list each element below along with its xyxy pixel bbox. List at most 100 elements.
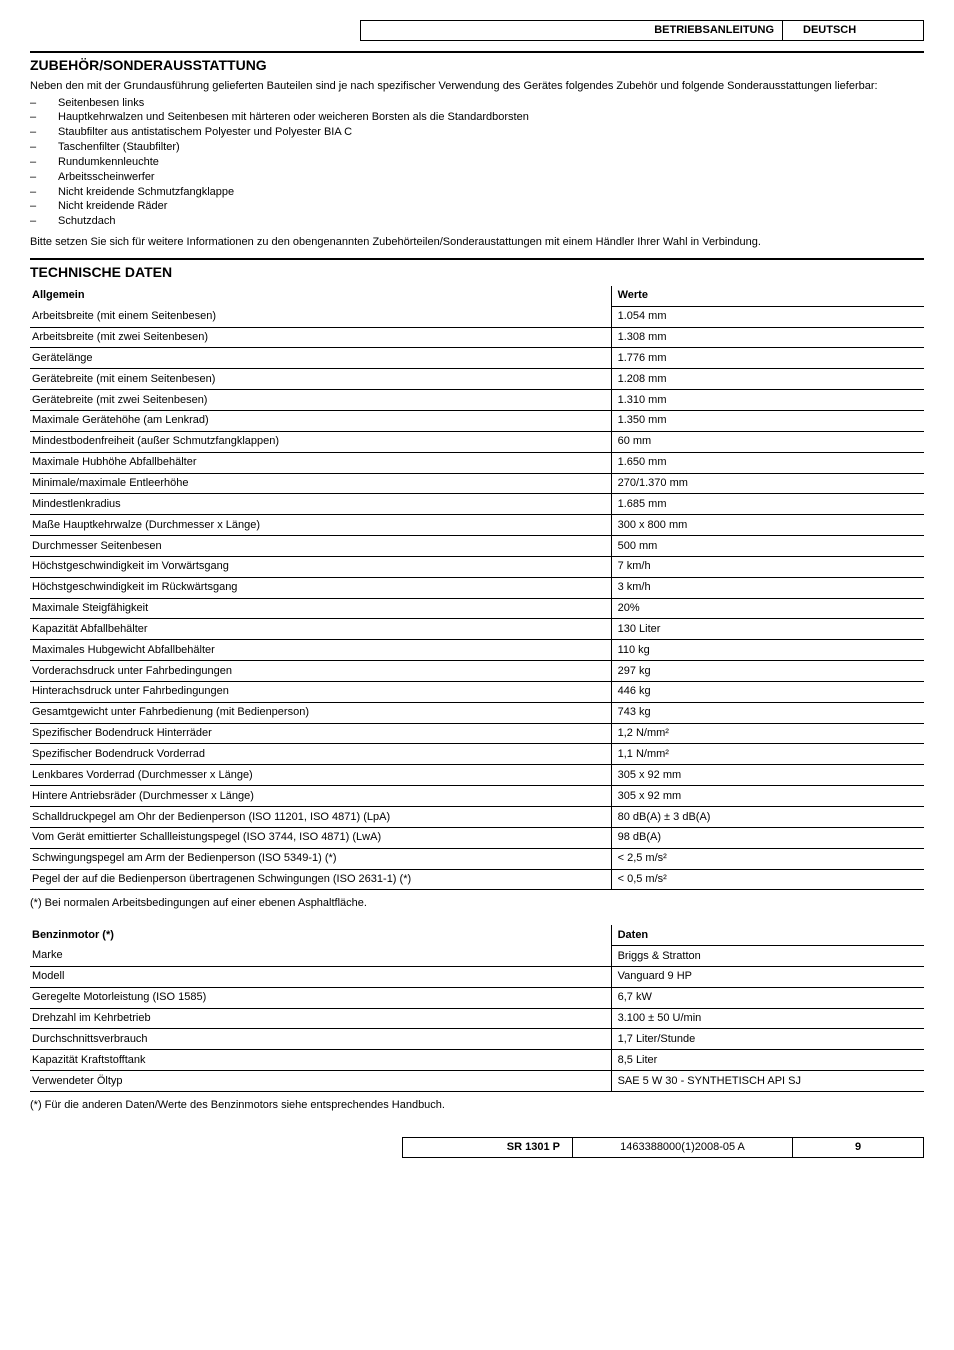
table-row: Maximales Hubgewicht Abfallbehälter110 k… bbox=[30, 640, 924, 661]
spec-label: Geregelte Motorleistung (ISO 1585) bbox=[30, 987, 611, 1008]
spec-label: Modell bbox=[30, 966, 611, 987]
table-row: Minimale/maximale Entleerhöhe270/1.370 m… bbox=[30, 473, 924, 494]
general-footnote: (*) Bei normalen Arbeitsbedingungen auf … bbox=[30, 896, 924, 911]
spec-label: Gesamtgewicht unter Fahrbedienung (mit B… bbox=[30, 702, 611, 723]
spec-label: Arbeitsbreite (mit einem Seitenbesen) bbox=[30, 306, 611, 327]
list-item: Schutzdach bbox=[30, 214, 924, 229]
table-row: Geregelte Motorleistung (ISO 1585)6,7 kW bbox=[30, 987, 924, 1008]
list-item: Arbeitsscheinwerfer bbox=[30, 170, 924, 185]
table-row: MarkeBriggs & Stratton bbox=[30, 946, 924, 967]
spec-label: Minimale/maximale Entleerhöhe bbox=[30, 473, 611, 494]
spec-value: 80 dB(A) ± 3 dB(A) bbox=[611, 807, 924, 828]
table-row: Gesamtgewicht unter Fahrbedienung (mit B… bbox=[30, 702, 924, 723]
list-item: Taschenfilter (Staubfilter) bbox=[30, 140, 924, 155]
spec-value: 305 x 92 mm bbox=[611, 765, 924, 786]
doc-type-label: BETRIEBSANLEITUNG bbox=[361, 21, 783, 40]
general-col-right: Werte bbox=[611, 286, 924, 306]
spec-value: 110 kg bbox=[611, 640, 924, 661]
spec-value: 60 mm bbox=[611, 431, 924, 452]
spec-value: Briggs & Stratton bbox=[611, 946, 924, 967]
spec-value: 1.776 mm bbox=[611, 348, 924, 369]
spec-label: Lenkbares Vorderrad (Durchmesser x Länge… bbox=[30, 765, 611, 786]
spec-label: Drehzahl im Kehrbetrieb bbox=[30, 1008, 611, 1029]
spec-value: SAE 5 W 30 - SYNTHETISCH API SJ bbox=[611, 1071, 924, 1092]
table-row: Arbeitsbreite (mit einem Seitenbesen)1.0… bbox=[30, 306, 924, 327]
spec-value: Vanguard 9 HP bbox=[611, 966, 924, 987]
spec-label: Mindestlenkradius bbox=[30, 494, 611, 515]
spec-label: Durchschnittsverbrauch bbox=[30, 1029, 611, 1050]
spec-value: 6,7 kW bbox=[611, 987, 924, 1008]
spec-value: 270/1.370 mm bbox=[611, 473, 924, 494]
spec-label: Gerätelänge bbox=[30, 348, 611, 369]
spec-value: < 0,5 m/s² bbox=[611, 869, 924, 890]
table-row: Höchstgeschwindigkeit im Vorwärtsgang7 k… bbox=[30, 556, 924, 577]
spec-label: Hintere Antriebsräder (Durchmesser x Län… bbox=[30, 786, 611, 807]
spec-value: 1.308 mm bbox=[611, 327, 924, 348]
list-item: Hauptkehrwalzen und Seitenbesen mit härt… bbox=[30, 110, 924, 125]
spec-value: < 2,5 m/s² bbox=[611, 848, 924, 869]
accessories-intro: Neben den mit der Grundausführung gelief… bbox=[30, 79, 924, 94]
table-row: Durchmesser Seitenbesen500 mm bbox=[30, 536, 924, 557]
table-row: Schalldruckpegel am Ohr der Bedienperson… bbox=[30, 807, 924, 828]
spec-label: Höchstgeschwindigkeit im Vorwärtsgang bbox=[30, 556, 611, 577]
spec-value: 7 km/h bbox=[611, 556, 924, 577]
table-row: Spezifischer Bodendruck Vorderrad1,1 N/m… bbox=[30, 744, 924, 765]
table-row: Vom Gerät emittierter Schallleistungspeg… bbox=[30, 827, 924, 848]
spec-label: Marke bbox=[30, 946, 611, 967]
engine-col-right: Daten bbox=[611, 925, 924, 945]
engine-footnote: (*) Für die anderen Daten/Werte des Benz… bbox=[30, 1098, 924, 1113]
table-row: Spezifischer Bodendruck Hinterräder1,2 N… bbox=[30, 723, 924, 744]
table-row: Pegel der auf die Bedienperson übertrage… bbox=[30, 869, 924, 890]
spec-value: 1.310 mm bbox=[611, 390, 924, 411]
table-row: Höchstgeschwindigkeit im Rückwärtsgang3 … bbox=[30, 577, 924, 598]
table-row: Verwendeter ÖltypSAE 5 W 30 - SYNTHETISC… bbox=[30, 1071, 924, 1092]
table-row: Kapazität Abfallbehälter130 Liter bbox=[30, 619, 924, 640]
spec-value: 1,2 N/mm² bbox=[611, 723, 924, 744]
accessories-heading: ZUBEHÖR/SONDERAUSSTATTUNG bbox=[30, 51, 924, 75]
spec-label: Maximales Hubgewicht Abfallbehälter bbox=[30, 640, 611, 661]
table-row: Hinterachsdruck unter Fahrbedingungen446… bbox=[30, 681, 924, 702]
spec-label: Vom Gerät emittierter Schallleistungspeg… bbox=[30, 827, 611, 848]
spec-value: 1.350 mm bbox=[611, 410, 924, 431]
table-row: Maße Hauptkehrwalze (Durchmesser x Länge… bbox=[30, 515, 924, 536]
table-row: Arbeitsbreite (mit zwei Seitenbesen)1.30… bbox=[30, 327, 924, 348]
spec-label: Spezifischer Bodendruck Hinterräder bbox=[30, 723, 611, 744]
spec-label: Maximale Gerätehöhe (am Lenkrad) bbox=[30, 410, 611, 431]
footer-model: SR 1301 P bbox=[403, 1138, 573, 1157]
spec-label: Schalldruckpegel am Ohr der Bedienperson… bbox=[30, 807, 611, 828]
tech-heading: TECHNISCHE DATEN bbox=[30, 258, 924, 282]
spec-value: 1.650 mm bbox=[611, 452, 924, 473]
spec-label: Höchstgeschwindigkeit im Rückwärtsgang bbox=[30, 577, 611, 598]
table-row: Drehzahl im Kehrbetrieb3.100 ± 50 U/min bbox=[30, 1008, 924, 1029]
spec-label: Maximale Hubhöhe Abfallbehälter bbox=[30, 452, 611, 473]
spec-value: 743 kg bbox=[611, 702, 924, 723]
table-row: Mindestlenkradius1.685 mm bbox=[30, 494, 924, 515]
spec-value: 3.100 ± 50 U/min bbox=[611, 1008, 924, 1029]
spec-label: Mindestbodenfreiheit (außer Schmutzfangk… bbox=[30, 431, 611, 452]
table-row: Gerätebreite (mit einem Seitenbesen)1.20… bbox=[30, 369, 924, 390]
accessories-list: Seitenbesen linksHauptkehrwalzen und Sei… bbox=[30, 96, 924, 230]
spec-label: Maximale Steigfähigkeit bbox=[30, 598, 611, 619]
spec-label: Durchmesser Seitenbesen bbox=[30, 536, 611, 557]
list-item: Rundumkennleuchte bbox=[30, 155, 924, 170]
spec-label: Pegel der auf die Bedienperson übertrage… bbox=[30, 869, 611, 890]
spec-value: 305 x 92 mm bbox=[611, 786, 924, 807]
spec-value: 297 kg bbox=[611, 661, 924, 682]
spec-label: Vorderachsdruck unter Fahrbedingungen bbox=[30, 661, 611, 682]
table-row: Gerätelänge1.776 mm bbox=[30, 348, 924, 369]
spec-label: Gerätebreite (mit einem Seitenbesen) bbox=[30, 369, 611, 390]
header-bar: BETRIEBSANLEITUNG DEUTSCH bbox=[360, 20, 924, 41]
list-item: Staubfilter aus antistatischem Polyester… bbox=[30, 125, 924, 140]
table-row: Mindestbodenfreiheit (außer Schmutzfangk… bbox=[30, 431, 924, 452]
general-spec-table: Allgemein Werte Arbeitsbreite (mit einem… bbox=[30, 286, 924, 890]
spec-label: Kapazität Kraftstofftank bbox=[30, 1050, 611, 1071]
table-row: ModellVanguard 9 HP bbox=[30, 966, 924, 987]
spec-label: Schwingungspegel am Arm der Bedienperson… bbox=[30, 848, 611, 869]
table-row: Kapazität Kraftstofftank8,5 Liter bbox=[30, 1050, 924, 1071]
table-row: Durchschnittsverbrauch1,7 Liter/Stunde bbox=[30, 1029, 924, 1050]
spec-value: 1.208 mm bbox=[611, 369, 924, 390]
list-item: Seitenbesen links bbox=[30, 96, 924, 111]
spec-label: Spezifischer Bodendruck Vorderrad bbox=[30, 744, 611, 765]
accessories-outro: Bitte setzen Sie sich für weitere Inform… bbox=[30, 235, 924, 250]
engine-spec-table: Benzinmotor (*) Daten MarkeBriggs & Stra… bbox=[30, 925, 924, 1092]
